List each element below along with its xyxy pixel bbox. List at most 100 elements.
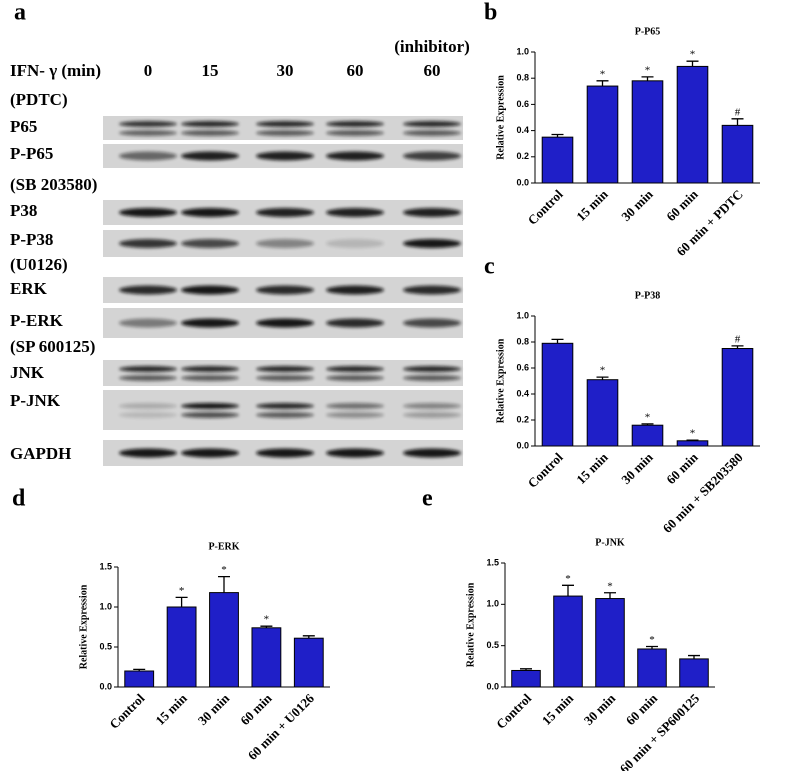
blot-band — [256, 239, 314, 248]
blot-band — [403, 412, 461, 418]
y-tick-label: 0.0 — [516, 440, 529, 450]
error-bar — [302, 635, 315, 639]
bar — [166, 606, 197, 688]
x-tick-label: 30 min — [195, 690, 233, 728]
error-bar — [641, 76, 654, 81]
blot-band — [403, 130, 461, 136]
error-bar — [688, 654, 700, 659]
error-bar — [133, 668, 146, 671]
blot-band — [119, 208, 177, 217]
x-tick-label: 30 min — [581, 690, 619, 728]
significance-mark: * — [264, 614, 270, 626]
y-tick-label: 0.2 — [516, 414, 529, 424]
row-label: P-P38 — [10, 230, 53, 249]
y-tick-label: 0.0 — [99, 681, 112, 691]
row-label: P38 — [10, 201, 37, 220]
y-tick-label: 0.4 — [516, 388, 529, 398]
lane-label: 0 — [144, 61, 153, 80]
blot-band — [181, 366, 239, 372]
error-bar — [641, 423, 654, 426]
significance-mark: # — [735, 106, 741, 118]
blot-band — [119, 412, 177, 418]
lane-label: 15 — [202, 61, 219, 80]
blot-band — [119, 285, 177, 295]
row-label: (U0126) — [10, 255, 68, 274]
bar — [553, 595, 583, 688]
blot-band — [403, 121, 461, 127]
y-tick-label: 0.5 — [486, 640, 499, 650]
blot-band — [181, 151, 239, 161]
blot-band — [119, 130, 177, 136]
y-tick-label: 1.0 — [99, 601, 112, 611]
blot-band — [403, 208, 461, 217]
y-axis-label: Relative Expression — [78, 584, 89, 669]
blot-band — [181, 285, 239, 295]
x-tick-label: 60 min + SP600125 — [617, 690, 703, 771]
x-tick-label: 15 min — [573, 449, 611, 487]
error-bar — [596, 80, 609, 87]
row-label: P65 — [10, 117, 37, 136]
blot-band — [256, 318, 314, 328]
error-bar — [218, 575, 230, 593]
significance-mark: * — [600, 68, 606, 80]
blot-band — [181, 239, 239, 248]
significance-mark: * — [645, 411, 651, 423]
x-tick-label: 60 min — [623, 690, 661, 728]
x-tick-label: 30 min — [618, 449, 656, 487]
blot-band — [326, 285, 384, 295]
row-label: P-P65 — [10, 144, 53, 163]
significance-mark: * — [179, 585, 185, 597]
blot-band — [119, 403, 177, 409]
lane-label: 60 — [424, 61, 441, 80]
blot-band — [119, 151, 177, 161]
blot-band — [181, 318, 239, 328]
y-tick-label: 0.8 — [516, 73, 529, 83]
x-tick-label: Control — [525, 449, 566, 490]
blot-band — [181, 375, 239, 381]
y-tick-label: 1.0 — [486, 599, 499, 609]
row-label: (SB 203580) — [10, 175, 97, 194]
inhibitor-label: (inhibitor) — [394, 37, 470, 56]
blot-band — [326, 375, 384, 381]
error-bar — [731, 345, 744, 349]
panel-label: d — [12, 486, 26, 512]
error-bar — [520, 668, 532, 671]
bar — [541, 136, 574, 184]
row-label: JNK — [10, 363, 45, 382]
blot-band — [181, 448, 239, 458]
bar — [586, 379, 619, 447]
error-bar — [175, 596, 188, 607]
blot-band — [403, 318, 461, 328]
chart-title: P-P38 — [635, 290, 661, 301]
x-tick-label: 60 min — [663, 449, 701, 487]
bar — [676, 440, 709, 447]
significance-mark: * — [600, 365, 606, 377]
panel-label: c — [484, 254, 495, 280]
blot-band — [256, 285, 314, 295]
x-tick-label: 30 min — [618, 186, 656, 224]
bar — [676, 65, 709, 184]
blot-strip — [103, 390, 463, 430]
blot-band — [326, 239, 384, 248]
significance-mark: * — [690, 428, 696, 440]
significance-mark: * — [565, 573, 571, 585]
blot-band — [119, 375, 177, 381]
y-tick-label: 1.5 — [486, 557, 499, 567]
error-bar — [686, 439, 699, 441]
panel-label: b — [484, 0, 497, 26]
blot-band — [326, 151, 384, 161]
blot-band — [181, 412, 239, 418]
blot-band — [403, 403, 461, 409]
blot-band — [256, 208, 314, 217]
treatment-label: IFN- γ (min) — [10, 61, 101, 80]
blot-band — [119, 448, 177, 458]
bar — [721, 124, 754, 184]
panel-label: a — [14, 0, 26, 26]
y-axis-label: Relative Expression — [495, 75, 506, 160]
blot-band — [326, 403, 384, 409]
error-bar — [260, 625, 273, 628]
blot-band — [119, 366, 177, 372]
row-label: P-ERK — [10, 311, 64, 330]
y-tick-label: 1.0 — [516, 310, 529, 320]
